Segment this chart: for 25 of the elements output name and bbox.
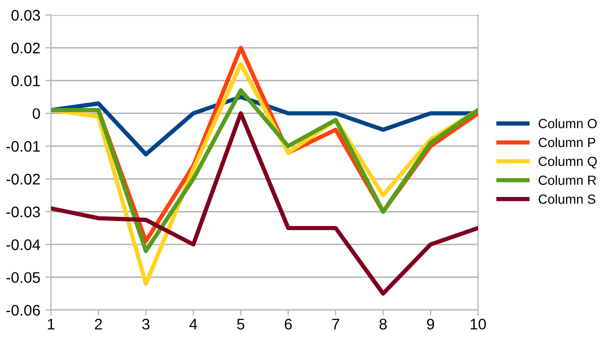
x-tick-label: 9 [427,318,434,330]
y-tick-label: 0 [32,108,40,120]
x-tick-label: 4 [189,318,198,330]
y-tick-label: -0.06 [6,304,40,316]
x-tick-label: 3 [142,318,150,330]
x-tick-label: 1 [48,318,55,330]
y-tick-label: 0.01 [11,75,40,86]
y-tick-label: -0.01 [6,140,40,152]
y-tick-label: -0.03 [6,206,40,218]
legend-label: Column R [538,175,596,185]
x-tick-label: 10 [470,318,486,330]
x-tick-label: 7 [332,318,340,330]
legend-label: Column Q [538,156,597,168]
y-tick-label: -0.02 [6,174,40,185]
y-tick-label: -0.04 [6,239,40,250]
legend-label: Column S [538,194,596,204]
legend-label: Column P [538,137,596,148]
y-tick-label: 0.02 [11,42,40,54]
x-tick-label: 6 [284,318,292,330]
y-tick-label: -0.05 [6,272,40,283]
x-tick-label: 2 [94,318,102,330]
y-tick-label: 0.03 [11,10,40,21]
legend-label: Column O [538,118,597,128]
x-tick-label: 8 [380,318,387,330]
x-tick-label: 5 [237,318,244,330]
